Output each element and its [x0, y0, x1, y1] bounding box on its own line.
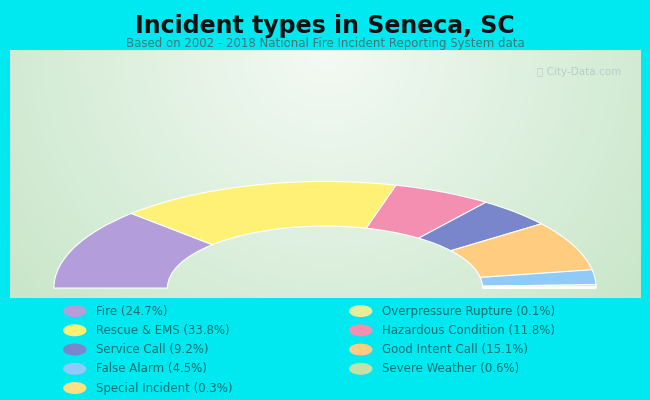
Ellipse shape: [349, 363, 372, 375]
Text: Rescue & EMS (33.8%): Rescue & EMS (33.8%): [96, 324, 230, 337]
Text: Severe Weather (0.6%): Severe Weather (0.6%): [382, 362, 519, 375]
Wedge shape: [482, 285, 596, 287]
Wedge shape: [482, 287, 596, 288]
Text: Good Intent Call (15.1%): Good Intent Call (15.1%): [382, 343, 528, 356]
Ellipse shape: [63, 382, 86, 394]
Ellipse shape: [63, 324, 86, 336]
Wedge shape: [54, 214, 213, 288]
Text: Special Incident (0.3%): Special Incident (0.3%): [96, 382, 233, 394]
Text: Overpressure Rupture (0.1%): Overpressure Rupture (0.1%): [382, 304, 555, 318]
Ellipse shape: [349, 324, 372, 336]
Ellipse shape: [349, 305, 372, 317]
Text: False Alarm (4.5%): False Alarm (4.5%): [96, 362, 207, 375]
Wedge shape: [367, 185, 486, 238]
Text: ⓘ City-Data.com: ⓘ City-Data.com: [537, 67, 621, 77]
Ellipse shape: [63, 305, 86, 317]
Wedge shape: [419, 202, 541, 251]
Wedge shape: [131, 182, 396, 245]
Ellipse shape: [63, 363, 86, 375]
Text: Service Call (9.2%): Service Call (9.2%): [96, 343, 209, 356]
Ellipse shape: [63, 344, 86, 356]
Text: Incident types in Seneca, SC: Incident types in Seneca, SC: [135, 14, 515, 38]
Wedge shape: [451, 224, 592, 278]
Ellipse shape: [349, 344, 372, 356]
Wedge shape: [480, 270, 596, 286]
Text: Fire (24.7%): Fire (24.7%): [96, 304, 168, 318]
Text: Hazardous Condition (11.8%): Hazardous Condition (11.8%): [382, 324, 555, 337]
Text: Based on 2002 - 2018 National Fire Incident Reporting System data: Based on 2002 - 2018 National Fire Incid…: [125, 37, 525, 50]
